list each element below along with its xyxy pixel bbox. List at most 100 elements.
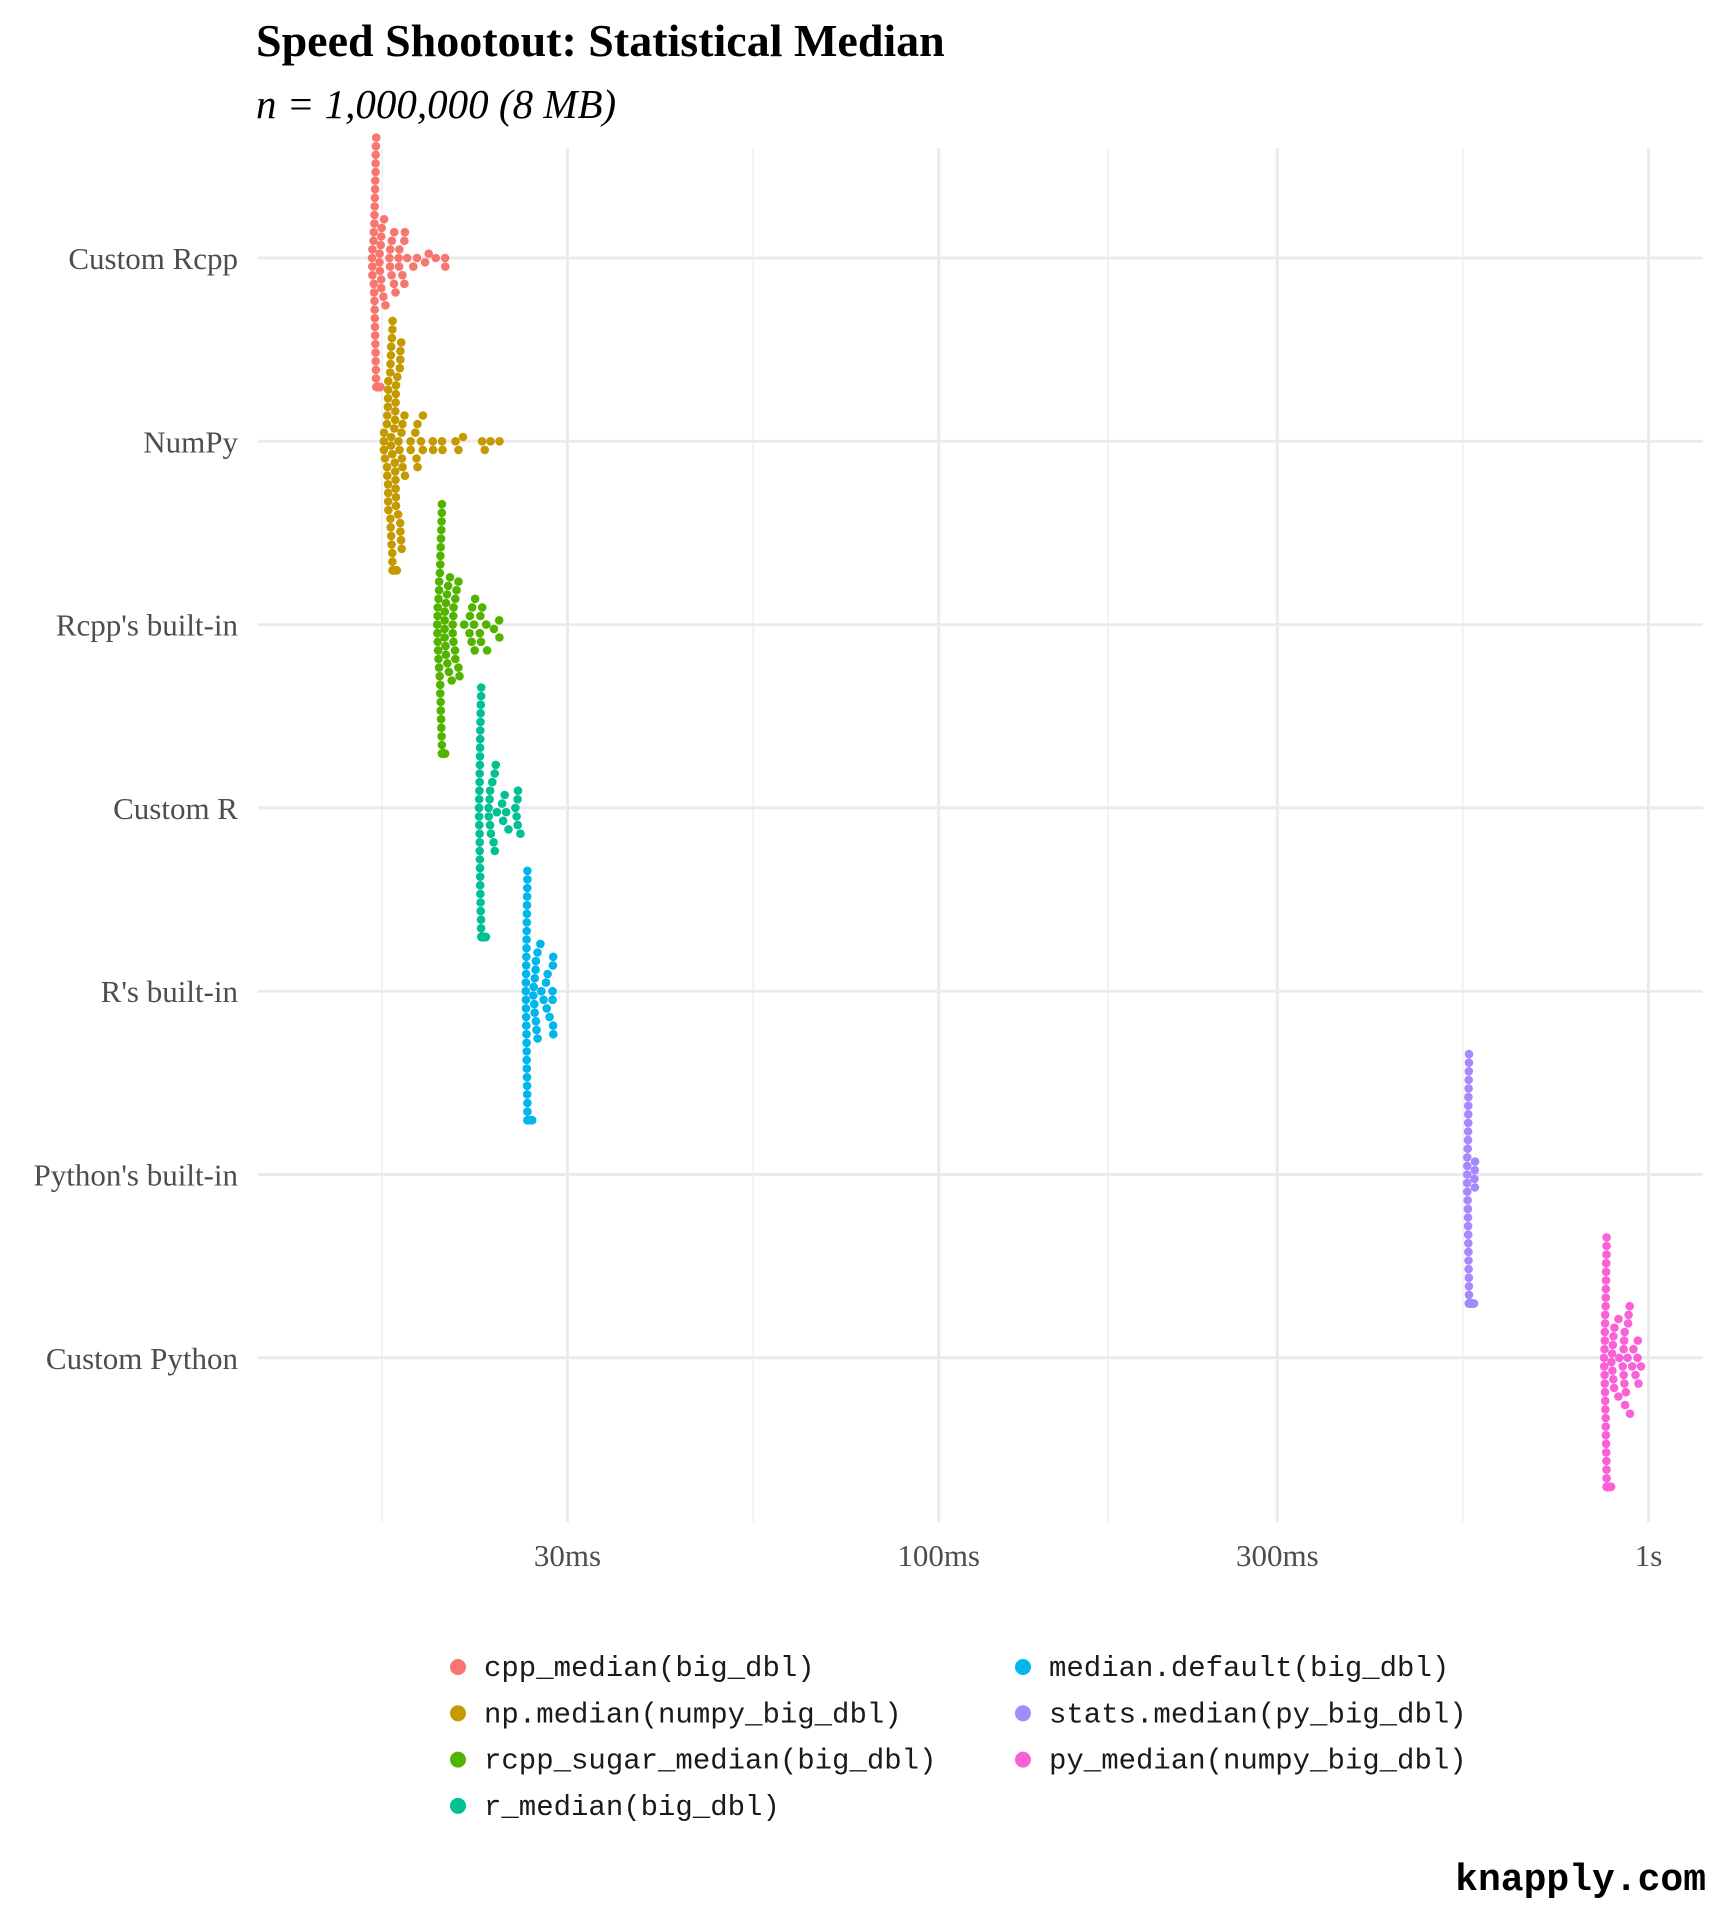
data-point xyxy=(383,480,393,489)
data-point xyxy=(400,411,409,420)
data-point xyxy=(548,961,558,970)
data-point xyxy=(402,253,412,263)
data-point xyxy=(529,991,538,1000)
data-point xyxy=(1464,1256,1473,1265)
data-point xyxy=(486,437,495,446)
data-point xyxy=(484,812,494,821)
data-point xyxy=(475,734,485,744)
data-point xyxy=(380,454,390,463)
data-point xyxy=(440,253,450,263)
legend-swatch xyxy=(1015,1705,1031,1722)
data-point xyxy=(449,603,458,612)
data-point xyxy=(418,445,428,455)
legend-swatch xyxy=(450,1705,466,1722)
data-point xyxy=(475,628,485,638)
data-point xyxy=(413,419,422,429)
data-point xyxy=(1470,1157,1480,1166)
data-point xyxy=(435,680,445,690)
legend-swatch xyxy=(450,1659,466,1675)
data-point xyxy=(522,935,531,944)
data-point xyxy=(383,402,393,412)
data-point xyxy=(1601,1276,1611,1285)
data-point xyxy=(370,305,380,314)
data-point xyxy=(1602,1250,1611,1259)
data-point xyxy=(370,210,379,220)
data-point xyxy=(379,428,389,438)
data-point xyxy=(370,219,379,228)
data-point xyxy=(441,641,450,651)
data-point xyxy=(391,398,400,407)
data-point xyxy=(475,743,485,752)
legend-item: r_median(big_dbl) xyxy=(450,1791,780,1824)
data-point xyxy=(388,316,397,326)
data-point xyxy=(521,969,531,979)
data-point xyxy=(396,527,405,536)
data-point xyxy=(1600,1396,1610,1406)
data-point xyxy=(1609,1375,1618,1384)
data-point xyxy=(1600,1310,1610,1320)
data-point xyxy=(476,726,485,735)
data-point xyxy=(411,428,420,438)
legend-swatch xyxy=(1015,1659,1031,1675)
data-point xyxy=(428,445,438,455)
data-point xyxy=(389,279,399,289)
data-point xyxy=(370,193,380,203)
data-point xyxy=(548,1021,558,1030)
legend-item: median.default(big_dbl) xyxy=(1015,1652,1449,1685)
legend-swatch xyxy=(1015,1751,1031,1768)
data-point xyxy=(522,1047,531,1056)
data-point xyxy=(442,590,452,599)
data-point xyxy=(523,866,532,876)
data-point xyxy=(390,458,400,468)
data-point xyxy=(400,227,410,237)
data-point xyxy=(370,322,380,332)
data-point xyxy=(393,372,402,382)
data-point xyxy=(522,952,531,962)
data-point xyxy=(391,475,400,485)
data-point xyxy=(475,863,485,873)
data-point xyxy=(1464,1239,1473,1248)
data-point xyxy=(1600,1336,1610,1345)
data-point xyxy=(1462,1178,1472,1188)
data-point xyxy=(1470,1165,1480,1175)
data-point xyxy=(1464,1075,1473,1085)
data-point xyxy=(477,437,487,446)
data-point xyxy=(500,790,510,800)
data-point xyxy=(368,245,377,254)
data-point xyxy=(532,1025,541,1035)
data-point xyxy=(368,270,377,280)
data-point xyxy=(543,969,552,979)
data-point xyxy=(1631,1370,1640,1380)
data-point xyxy=(531,965,540,974)
data-point xyxy=(1601,1258,1611,1268)
data-point xyxy=(394,253,403,263)
data-point xyxy=(548,952,558,962)
data-point xyxy=(387,540,396,549)
data-point xyxy=(398,419,407,429)
data-point xyxy=(1625,1409,1635,1418)
data-point xyxy=(396,355,405,364)
data-point xyxy=(400,236,409,246)
data-point xyxy=(383,488,393,498)
data-point xyxy=(1602,1233,1611,1242)
data-point xyxy=(382,419,392,429)
data-point xyxy=(537,986,546,996)
data-point xyxy=(1624,1310,1633,1320)
data-point xyxy=(371,365,381,375)
data-point xyxy=(1600,1327,1610,1337)
data-point xyxy=(391,492,401,502)
data-point xyxy=(433,646,443,655)
data-point xyxy=(522,1090,532,1099)
data-point xyxy=(436,706,446,715)
data-point xyxy=(437,525,446,535)
legend-swatch xyxy=(450,1751,466,1768)
data-point xyxy=(454,663,463,672)
data-point xyxy=(491,760,501,770)
data-point xyxy=(475,829,484,838)
data-point xyxy=(1600,1387,1610,1397)
data-point xyxy=(1602,1465,1611,1474)
data-point xyxy=(548,995,557,1005)
data-point xyxy=(437,740,447,750)
data-point xyxy=(474,812,484,821)
data-point xyxy=(396,346,405,356)
